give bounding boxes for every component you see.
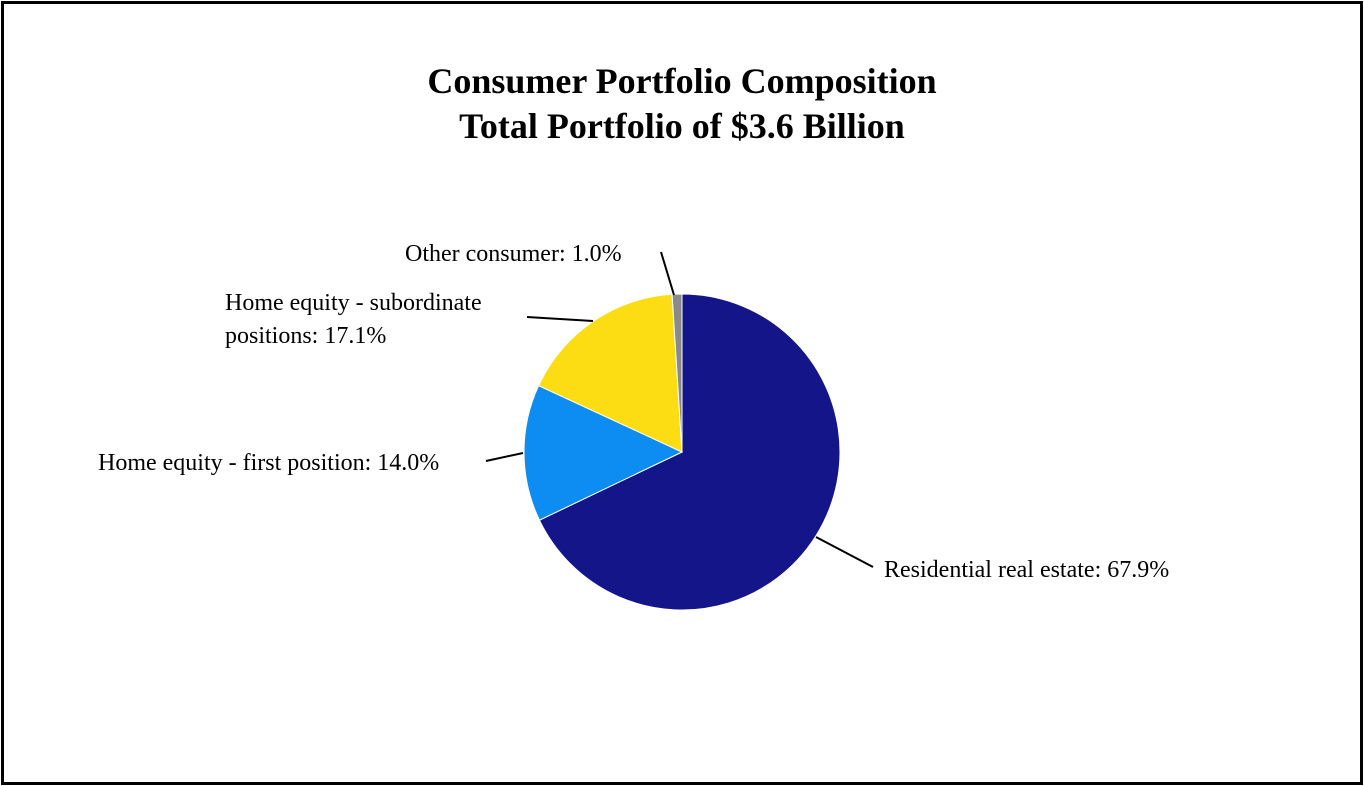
leader-line-other — [660, 251, 675, 296]
data-label-other: Other consumer: 1.0% — [405, 241, 622, 267]
data-label-subordinate-line1: Home equity - subordinate — [225, 290, 482, 316]
pie-slice-first — [523, 384, 684, 521]
data-label-first: Home equity - first position: 14.0% — [98, 450, 439, 476]
chart-subtitle: Total Portfolio of $3.6 Billion — [459, 106, 905, 146]
leader-line-residential — [815, 536, 874, 568]
leader-line-subordinate — [526, 316, 594, 322]
pie-slices — [523, 293, 841, 611]
data-label-subordinate: Home equity - subordinate positions: 17.… — [225, 290, 488, 349]
chart-title: Consumer Portfolio Composition — [427, 61, 937, 101]
leader-line-first — [485, 452, 524, 462]
pie-slice-residential — [538, 293, 841, 611]
pie-slice-other — [671, 293, 683, 453]
data-label-residential: Residential real estate: 67.9% — [884, 557, 1169, 583]
data-label-subordinate-line2: positions: 17.1% — [225, 323, 386, 349]
